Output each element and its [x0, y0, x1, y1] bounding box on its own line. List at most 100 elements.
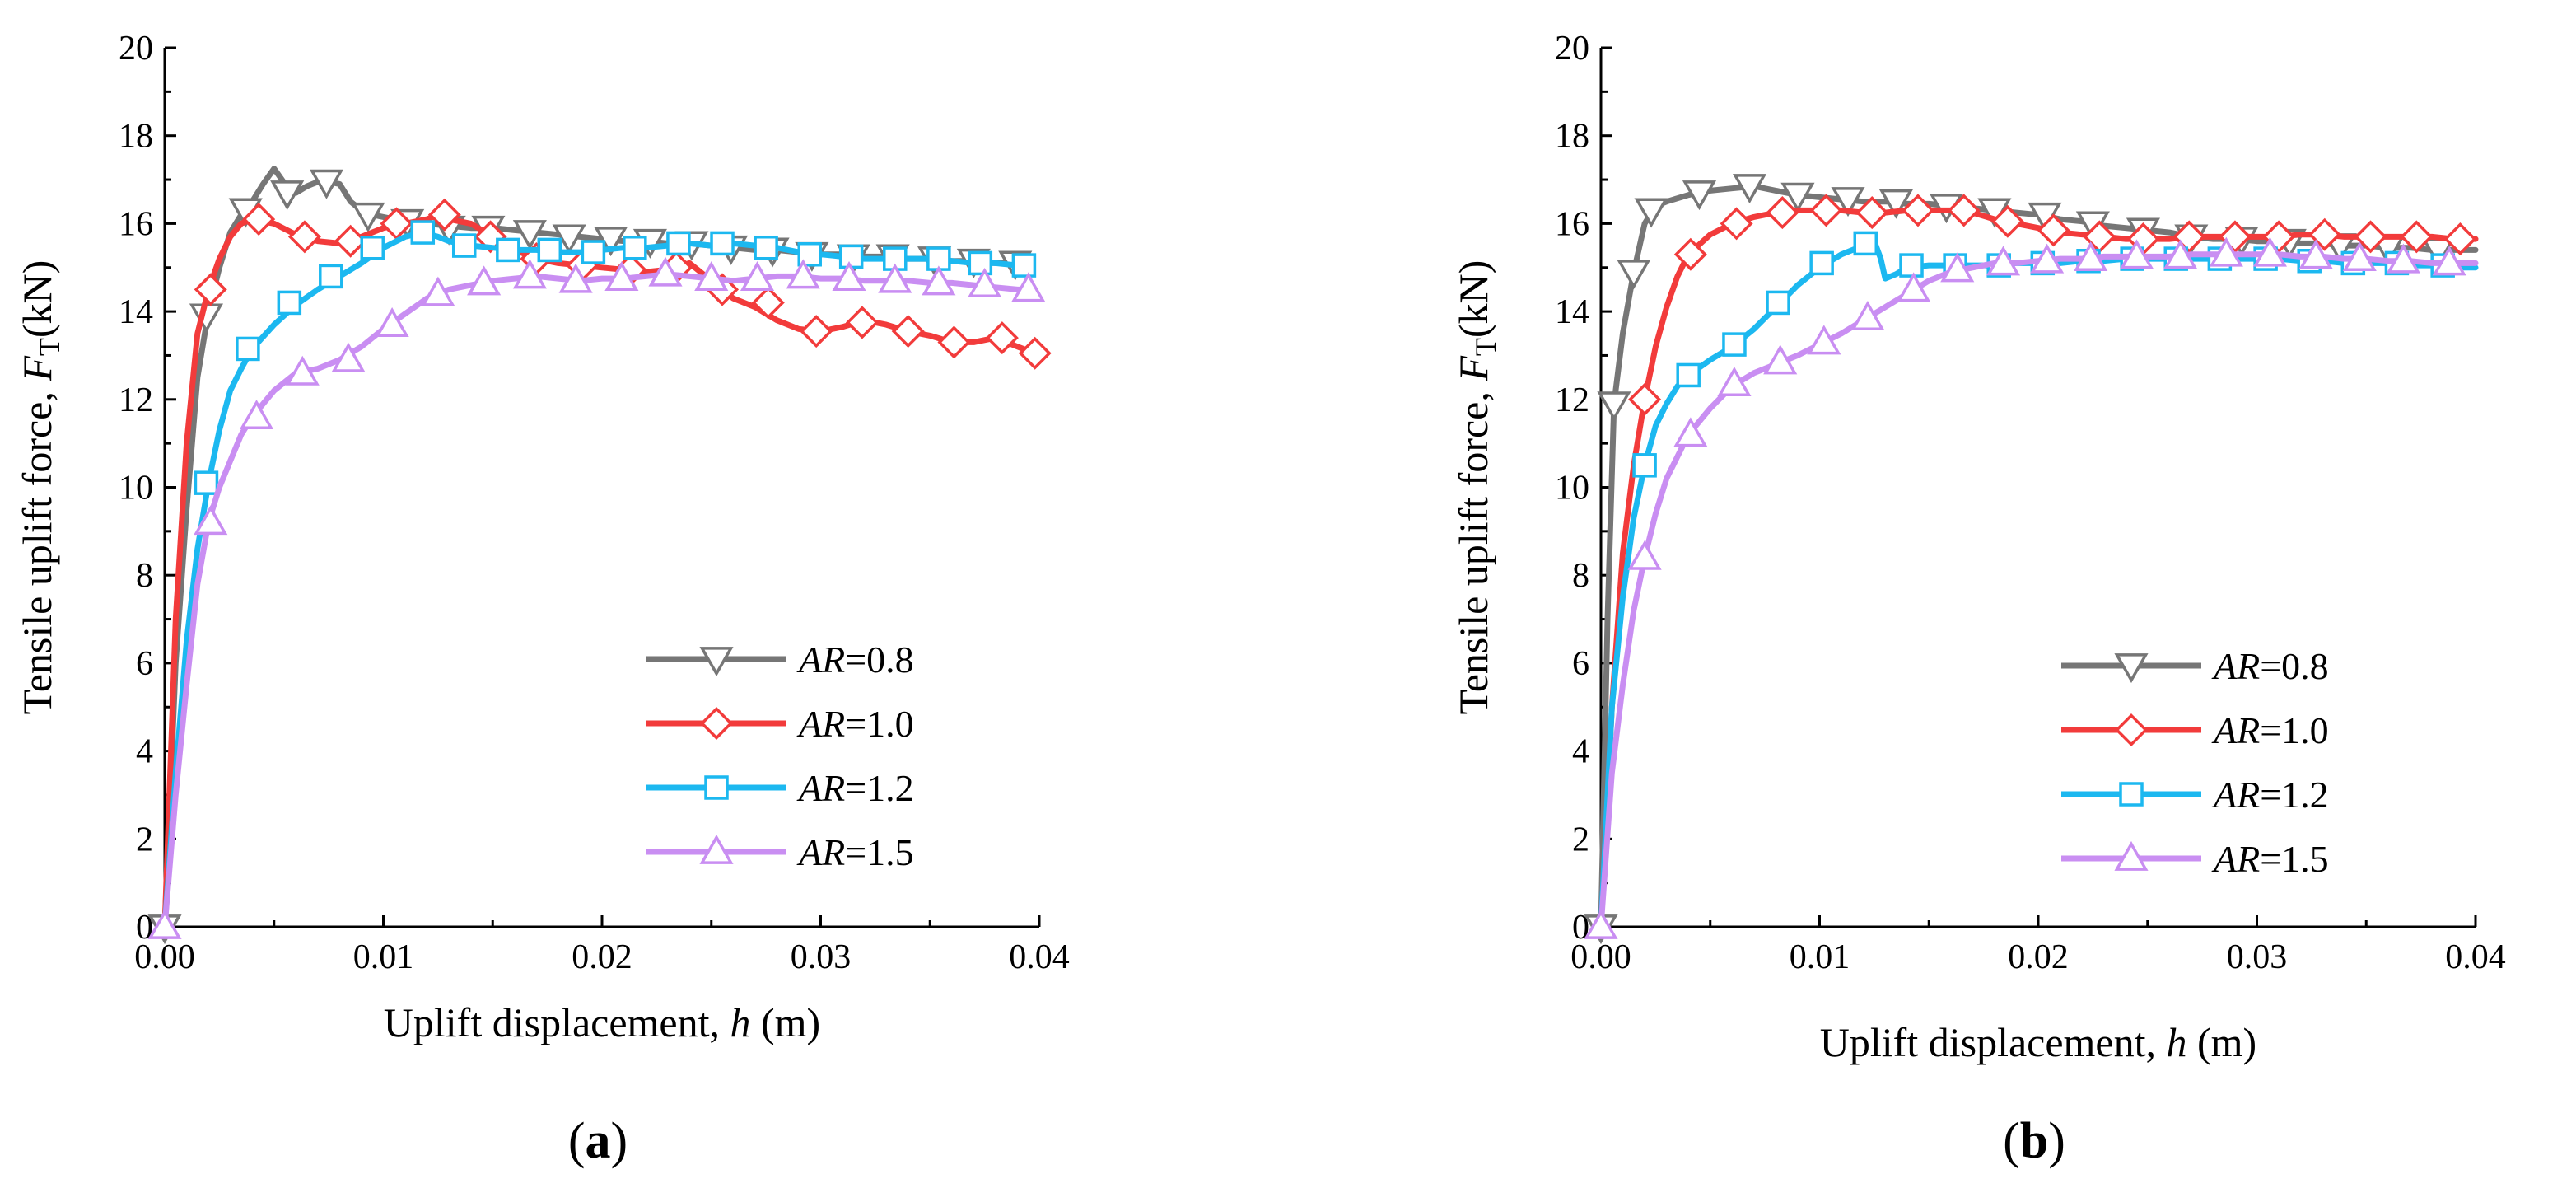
data-point	[1853, 231, 1878, 256]
data-point	[331, 342, 366, 372]
x-axis-label-unit: (m)	[751, 999, 821, 1045]
data-point	[277, 290, 302, 316]
x-tick-label: 0.02	[572, 938, 632, 976]
data-point	[710, 231, 735, 256]
data-point	[1018, 336, 1052, 370]
data-point	[2172, 220, 2206, 254]
data-point	[1855, 196, 1889, 230]
data-point	[512, 220, 547, 250]
data-point	[1899, 253, 1924, 278]
data-point	[2252, 236, 2287, 267]
y-axis-label-prefix: Tensile uplift force,	[1450, 381, 1496, 715]
y-tick-label: 20	[119, 30, 153, 68]
legend: AR=0.8AR=1.0AR=1.2AR=1.5	[646, 638, 914, 873]
panel-label-close: )	[611, 1113, 628, 1169]
data-point	[754, 235, 778, 260]
legend-marker	[699, 834, 734, 864]
data-point	[1766, 196, 1799, 230]
y-axis-label-prefix: Tensile uplift force,	[14, 381, 60, 715]
legend-marker	[704, 775, 729, 800]
data-point	[751, 286, 785, 320]
y-tick-label: 0	[136, 909, 153, 947]
x-tick-label: 0.03	[791, 938, 852, 976]
data-point	[1901, 194, 1934, 227]
y-tick-label: 6	[1572, 645, 1589, 683]
data-point	[242, 203, 276, 236]
data-point	[838, 244, 864, 269]
x-tick-label: 0.03	[2227, 938, 2288, 976]
y-tick-label: 8	[136, 557, 153, 595]
data-point	[1809, 194, 1843, 227]
data-point	[147, 909, 182, 939]
legend-label-value: =0.8	[2260, 645, 2328, 687]
data-point	[1947, 194, 1981, 227]
x-axis-label: Uplift displacement, h (m)	[384, 999, 820, 1045]
data-point	[552, 224, 586, 255]
x-tick-label: 0.01	[353, 938, 414, 976]
data-point	[604, 261, 639, 291]
data-point	[1676, 362, 1701, 388]
y-axis-label-sub: T	[33, 338, 66, 356]
data-point	[694, 261, 729, 291]
data-point	[2342, 241, 2377, 271]
legend-label-var: AR	[796, 831, 845, 873]
legend-label: AR=1.0	[2211, 709, 2329, 751]
data-point	[1627, 540, 1662, 570]
data-point	[2354, 220, 2387, 254]
legend-label: AR=1.0	[796, 703, 914, 745]
data-point	[623, 235, 647, 260]
data-point	[2037, 213, 2070, 247]
data-point	[287, 220, 321, 254]
y-tick-label: 0	[1572, 909, 1589, 947]
legend-label: AR=1.5	[796, 831, 914, 873]
data-point	[467, 265, 502, 296]
data-point	[1878, 189, 1913, 219]
y-axis-label-var: F	[14, 356, 60, 382]
legend-label-var: AR	[2211, 774, 2260, 816]
data-point	[270, 180, 305, 211]
x-tick-label: 0.02	[2008, 938, 2069, 976]
series-AR=1.0	[1598, 194, 2479, 930]
data-point	[1940, 252, 1975, 283]
data-point	[1809, 250, 1834, 276]
panel-label: (a)	[568, 1113, 628, 1169]
data-point	[1717, 367, 1752, 397]
data-point	[2218, 220, 2252, 254]
data-point	[1682, 180, 1717, 211]
data-point	[740, 261, 775, 291]
legend: AR=0.8AR=1.0AR=1.2AR=1.5	[2061, 645, 2329, 880]
data-point	[1584, 909, 1618, 939]
y-axis-label-sub: T	[1469, 338, 1502, 356]
series-AR=0.8	[1584, 174, 2479, 945]
data-point	[319, 264, 343, 289]
data-point	[421, 276, 455, 306]
data-point	[2030, 243, 2065, 274]
data-point	[786, 259, 820, 289]
legend-label-value: =1.5	[2260, 838, 2328, 880]
data-point	[1897, 272, 1931, 302]
y-tick-label: 12	[1555, 381, 1589, 419]
data-point	[1720, 207, 1753, 241]
panel-label-close: )	[2048, 1113, 2065, 1169]
data-point	[496, 237, 520, 263]
x-tick-label: 0.00	[134, 938, 195, 976]
data-point	[937, 325, 971, 359]
data-point	[1722, 332, 1747, 357]
data-point	[1766, 290, 1790, 316]
y-tick-label: 2	[136, 821, 153, 858]
legend-marker	[699, 647, 734, 677]
data-point	[2386, 243, 2420, 274]
data-point	[891, 315, 925, 348]
data-point	[194, 470, 219, 495]
data-point	[375, 307, 409, 338]
y-axis-label: Tensile uplift force, FT(kN)	[14, 260, 66, 715]
data-point	[1634, 198, 1668, 228]
y-tick-label: 20	[1555, 30, 1589, 68]
data-point	[666, 231, 691, 256]
legend-label-var: AR	[796, 703, 845, 745]
data-point	[1628, 382, 1662, 416]
panel-label: (b)	[2003, 1113, 2065, 1169]
data-point	[451, 233, 477, 258]
data-point	[2432, 246, 2466, 276]
